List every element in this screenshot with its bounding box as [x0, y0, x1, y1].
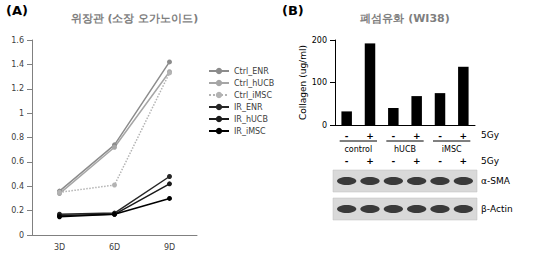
svg-text:Ctrl_hUCB: Ctrl_hUCB — [234, 79, 274, 88]
svg-text:+: + — [413, 156, 421, 166]
svg-text:iMSC: iMSC — [442, 145, 462, 154]
svg-text:+: + — [460, 131, 468, 141]
svg-text:9D: 9D — [164, 243, 175, 252]
svg-text:3D: 3D — [54, 243, 65, 252]
svg-text:0.6: 0.6 — [11, 157, 24, 166]
svg-text:0.4: 0.4 — [11, 182, 24, 191]
svg-text:0: 0 — [19, 231, 24, 240]
svg-text:+: + — [366, 131, 374, 141]
svg-text:+: + — [366, 156, 374, 166]
svg-text:β-Actin: β-Actin — [481, 204, 513, 214]
svg-text:6D: 6D — [109, 243, 120, 252]
svg-text:(A): (A) — [6, 3, 28, 18]
svg-text:위장관 (소장 오가노이드): 위장관 (소장 오가노이드) — [71, 12, 199, 25]
svg-text:(B): (B) — [282, 3, 304, 18]
svg-text:200: 200 — [312, 36, 327, 45]
svg-text:-: - — [438, 131, 442, 141]
svg-text:0: 0 — [322, 121, 327, 130]
svg-text:control: control — [344, 145, 372, 154]
svg-text:Collagen (ug/ml): Collagen (ug/ml) — [298, 45, 308, 120]
svg-text:Ctrl_iMSC: Ctrl_iMSC — [234, 91, 272, 100]
svg-text:-: - — [345, 131, 349, 141]
svg-text:-: - — [391, 131, 395, 141]
svg-text:0.8: 0.8 — [11, 133, 24, 142]
svg-text:100: 100 — [312, 78, 327, 87]
svg-text:-: - — [438, 156, 442, 166]
svg-text:0.2: 0.2 — [11, 206, 24, 215]
svg-text:1.4: 1.4 — [11, 60, 24, 69]
svg-text:Ctrl_ENR: Ctrl_ENR — [234, 67, 269, 76]
svg-text:-: - — [345, 156, 349, 166]
svg-text:1.6: 1.6 — [11, 36, 24, 45]
svg-text:IR_ENR: IR_ENR — [234, 103, 263, 112]
svg-text:5Gy: 5Gy — [481, 156, 500, 166]
svg-text:폐섬유화 (WI38): 폐섬유화 (WI38) — [360, 12, 449, 25]
svg-text:α-SMA: α-SMA — [481, 176, 511, 186]
svg-text:1: 1 — [19, 109, 24, 118]
svg-text:IR_iMSC: IR_iMSC — [234, 127, 266, 136]
svg-text:-: - — [391, 156, 395, 166]
svg-text:IR_hUCB: IR_hUCB — [234, 115, 268, 124]
svg-text:+: + — [413, 131, 421, 141]
svg-text:hUCB: hUCB — [394, 145, 416, 154]
svg-text:+: + — [460, 156, 468, 166]
svg-text:5Gy: 5Gy — [481, 130, 500, 140]
svg-text:1.2: 1.2 — [11, 84, 24, 93]
